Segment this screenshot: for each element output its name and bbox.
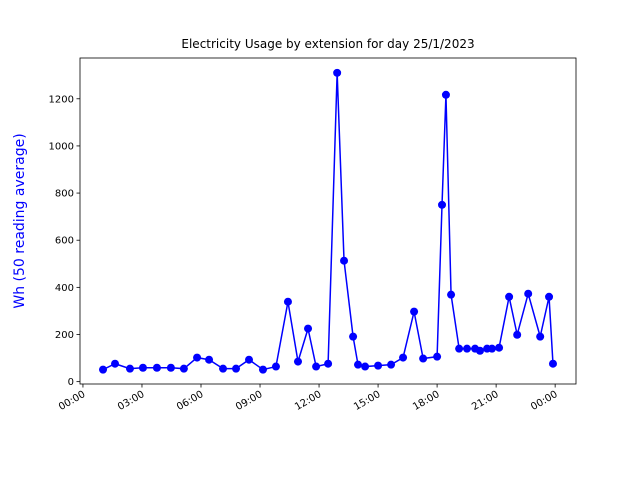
data-point — [475, 346, 484, 355]
x-tick-label: 06:00 — [175, 389, 205, 413]
data-point — [349, 332, 358, 341]
x-tick-label: 03:00 — [116, 389, 146, 413]
y-tick-label: 400 — [55, 283, 74, 294]
data-point — [545, 292, 554, 301]
y-tick-label: 800 — [55, 189, 74, 200]
data-point — [219, 364, 228, 373]
plot-frame — [79, 57, 577, 385]
data-point — [324, 359, 333, 368]
data-line — [102, 72, 554, 371]
data-point — [447, 290, 456, 299]
data-point — [536, 332, 545, 341]
data-point — [463, 344, 472, 353]
data-point — [441, 90, 450, 99]
data-point — [374, 361, 383, 370]
data-point — [245, 355, 254, 364]
y-tick-label: 0 — [68, 377, 74, 388]
data-point — [293, 357, 302, 366]
data-point — [524, 289, 533, 298]
data-point — [354, 360, 363, 369]
data-point — [312, 362, 321, 371]
y-tick-label: 1200 — [49, 94, 74, 105]
data-point — [111, 359, 120, 368]
x-tick-label: 00:00 — [529, 389, 559, 413]
x-tick-label: 15:00 — [352, 389, 382, 413]
data-point — [438, 200, 447, 209]
x-tick-label: 00:00 — [57, 389, 87, 413]
y-tick-label: 200 — [55, 330, 74, 341]
data-point — [152, 363, 161, 372]
y-tick-label: 600 — [55, 236, 74, 247]
data-point — [166, 363, 175, 372]
data-point — [304, 324, 313, 333]
x-tick-label: 21:00 — [470, 389, 500, 413]
data-point — [205, 355, 214, 364]
y-tick-label: 1000 — [49, 141, 74, 152]
data-point — [340, 256, 349, 265]
data-point — [505, 292, 514, 301]
data-point — [513, 330, 522, 339]
data-point — [399, 353, 408, 362]
data-point — [138, 363, 147, 372]
data-point — [361, 362, 370, 371]
data-point — [271, 362, 280, 371]
y-axis-label: Wh (50 reading average) — [12, 133, 28, 308]
data-point — [495, 343, 504, 352]
data-point — [99, 365, 108, 374]
data-point — [125, 364, 134, 373]
data-point — [419, 354, 428, 363]
x-tick-label: 09:00 — [234, 389, 264, 413]
data-point — [232, 364, 241, 373]
data-point — [333, 68, 342, 77]
x-tick-label: 18:00 — [411, 389, 441, 413]
data-point — [548, 359, 557, 368]
chart-title: Electricity Usage by extension for day 2… — [181, 37, 474, 51]
data-point — [487, 344, 496, 353]
data-point — [179, 364, 188, 373]
data-point — [258, 365, 267, 374]
data-point — [387, 360, 396, 369]
data-point — [283, 297, 292, 306]
data-point — [433, 352, 442, 361]
data-point — [455, 344, 464, 353]
x-tick-label: 12:00 — [293, 389, 323, 413]
data-point — [193, 353, 202, 362]
data-point — [410, 307, 419, 316]
